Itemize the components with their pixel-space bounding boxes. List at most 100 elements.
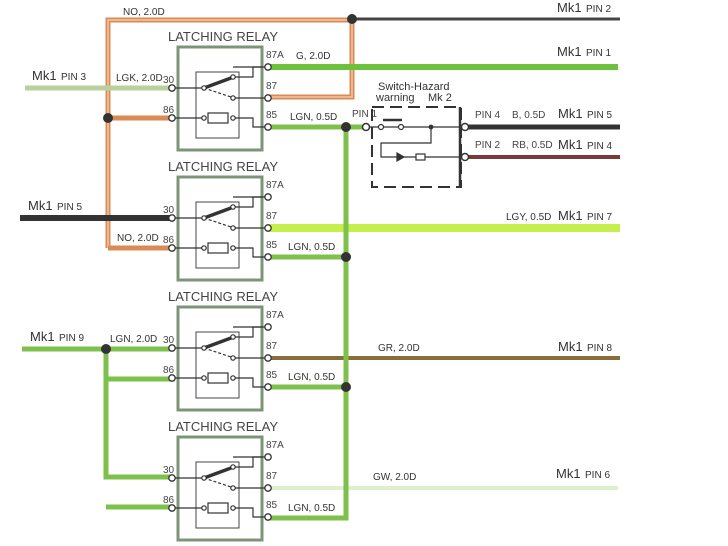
terminal-87a-icon (264, 193, 272, 201)
relay-title: LATCHING RELAY (168, 289, 278, 304)
terminal-87-icon (264, 224, 272, 232)
connector-right-pin2: Mk1 PIN 2 (557, 0, 611, 16)
relay-inner-box (195, 71, 240, 139)
junction-dot (341, 382, 351, 392)
latching-relay-1: LATCHING RELAY 30 86 87A 87 85 (163, 29, 284, 152)
relay-title: LATCHING RELAY (168, 419, 278, 434)
pin-87a-label: 87A (266, 440, 284, 451)
pin-86-label: 86 (163, 235, 175, 246)
pin-87a-label: 87A (266, 310, 284, 321)
junction-dot (101, 344, 111, 354)
wire-label-lgn-r4: LGN, 0.5D (288, 503, 335, 514)
pin-87-label: 87 (266, 211, 278, 222)
terminal-85-icon (264, 253, 272, 261)
pin-85-label: 85 (266, 500, 278, 511)
latching-relay-4: LATCHING RELAY 30 86 87A 87 85 (163, 419, 284, 542)
connector-right-pin6: Mk1 PIN 6 (556, 465, 610, 482)
relay-title: LATCHING RELAY (168, 159, 278, 174)
wire-label-no-relay2: NO, 2.0D (117, 233, 159, 244)
junctions (101, 14, 357, 392)
switch-mk: Mk 2 (428, 92, 452, 104)
wire-label-gw: GW, 2.0D (373, 472, 416, 483)
relay-inner-box (195, 201, 240, 269)
wire-label-gr: GR, 2.0D (378, 343, 420, 354)
terminal-87a-icon (264, 453, 272, 461)
pin-30-label: 30 (163, 335, 175, 346)
terminal-86-icon (168, 504, 176, 512)
pin-30-label: 30 (163, 205, 175, 216)
terminal-87-icon (264, 94, 272, 102)
relay-switch-icon (173, 196, 268, 258)
connector-right-pin8: Mk1 PIN 8 (558, 338, 612, 355)
switch-title: Switch-Hazard (378, 81, 450, 93)
connector-right-pin5: Mk1 PIN 5 (558, 105, 612, 122)
pin-87-label: 87 (266, 81, 278, 92)
connector-left-pin5: Mk1 PIN 5 (28, 197, 82, 214)
relays: LATCHING RELAY 30 86 87A 87 85 LATCHING RELAY 3… (163, 29, 284, 542)
wires (20, 17, 620, 521)
switch-pin2-label: PIN 2 (475, 140, 500, 151)
pin-85-label: 85 (266, 110, 278, 121)
terminal-87-icon (264, 354, 272, 362)
wire-label-lgn-r3: LGN, 0.5D (288, 372, 335, 383)
switch-pin1-label: PIN 1 (352, 109, 377, 120)
relay-switch-icon (173, 456, 268, 518)
lamp-diode-icon (396, 151, 426, 163)
pin-87-label: 87 (266, 471, 278, 482)
relay-switch-icon (173, 66, 268, 128)
terminal-86-icon (168, 374, 176, 382)
relay-terminals (168, 63, 272, 131)
connector-right-pin7: Mk1 PIN 7 (558, 207, 612, 224)
relay-inner-box (195, 331, 240, 399)
junction-dot (347, 14, 357, 24)
wire-label-b: B, 0.5D (512, 110, 545, 121)
terminal-85-icon (264, 513, 272, 521)
switch-contact-icon (370, 118, 460, 158)
relay-switch-icon (173, 326, 268, 388)
wire-label-rb: RB, 0.5D (512, 140, 553, 151)
connector-labels: Mk1 PIN 3 Mk1 PIN 5 Mk1 PIN 9 Mk1 PIN 2 … (28, 0, 612, 482)
terminal-87a-icon (264, 63, 272, 71)
terminal-30-icon (168, 344, 176, 352)
wire-lgn-bus (268, 124, 366, 521)
pin-86-label: 86 (163, 365, 175, 376)
pin-87-label: 87 (266, 341, 278, 352)
wire-labels: NO, 2.0D LGK, 2.0D G, 2.0D LGN, 0.5D NO,… (110, 7, 551, 514)
pin-87a-label: 87A (266, 50, 284, 61)
latching-relay-2: LATCHING RELAY 30 86 87A 87 85 (163, 159, 284, 282)
junction-dot (341, 252, 351, 262)
terminal-87-icon (264, 484, 272, 492)
relay-inner-box (195, 461, 240, 529)
wire-label-lgy: LGY, 0.5D (506, 212, 551, 223)
connector-right-pin4: Mk1 PIN 4 (558, 136, 612, 153)
wire-label-no-top: NO, 2.0D (123, 7, 165, 18)
wire-label-lgn-r2: LGN, 0.5D (288, 242, 335, 253)
pin-30-label: 30 (163, 465, 175, 476)
pin-87a-label: 87A (266, 180, 284, 191)
wire-lgn-in (22, 346, 172, 510)
terminal-87a-icon (264, 323, 272, 331)
wire-label-lgn-r1: LGN, 0.5D (290, 112, 337, 123)
switch-hazard-warning: PIN 1 Switch-Hazard warning Mk 2 PIN 4 B… (352, 81, 553, 188)
switch-subtitle: warning (375, 92, 415, 104)
relay-terminals (168, 193, 272, 261)
terminal-86-icon (168, 244, 176, 252)
wire-label-g: G, 2.0D (296, 51, 330, 62)
connector-icon (460, 122, 470, 132)
wire-label-lgn-in: LGN, 2.0D (110, 334, 157, 345)
terminal-30-icon (168, 474, 176, 482)
connector-icon (460, 152, 470, 162)
wire-label-lgk: LGK, 2.0D (116, 73, 163, 84)
latching-relay-3: LATCHING RELAY 30 86 87A 87 85 (163, 289, 284, 412)
pin-86-label: 86 (163, 495, 175, 506)
connector-right-pin1: Mk1 PIN 1 (557, 43, 611, 60)
terminal-86-icon (168, 114, 176, 122)
pin-85-label: 85 (266, 240, 278, 251)
relay-terminals (168, 453, 272, 521)
terminal-85-icon (264, 383, 272, 391)
junction-dot (103, 113, 113, 123)
pin-30-label: 30 (163, 75, 175, 86)
connector-left-pin3: Mk1 PIN 3 (32, 67, 86, 84)
pin-85-label: 85 (266, 370, 278, 381)
